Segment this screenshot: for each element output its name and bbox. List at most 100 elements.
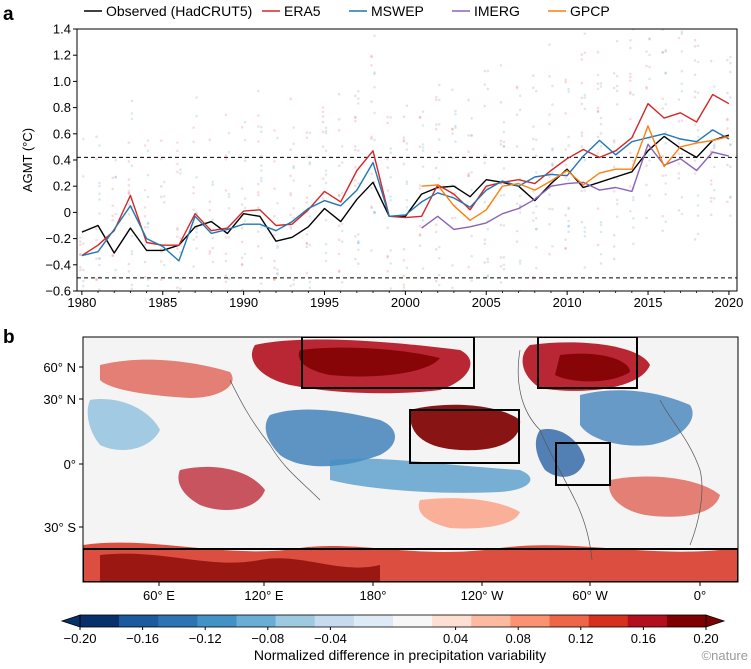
ensemble-point [645,164,648,167]
ensemble-point [467,304,470,307]
ensemble-point [583,96,587,99]
ensemble-point [256,125,260,128]
ensemble-point [470,188,473,192]
ensemble-point [127,203,131,206]
ensemble-point [486,257,490,261]
ensemble-point [228,326,231,329]
ensemble-point [515,240,519,243]
ensemble-point [292,126,295,129]
ensemble-point [386,256,390,259]
ensemble-point [645,183,648,187]
ensemble-point [337,224,341,227]
ensemble-point [256,245,260,248]
ensemble-point [146,149,150,153]
ensemble-point [629,151,632,155]
ensemble-point [289,97,292,101]
ensemble-point [629,185,632,188]
ensemble-point [146,284,150,288]
ensemble-point [680,30,684,34]
ensemble-point [402,139,406,142]
ensemble-point [516,292,519,295]
ensemble-point [276,268,279,271]
ensemble-point [580,53,584,56]
ensemble-point [518,259,522,263]
ensemble-point [406,310,409,313]
ensemble-point [386,166,390,169]
ensemble-point [437,138,441,141]
ensemble-point [664,173,668,177]
ensemble-point [227,150,231,154]
ensemble-point [677,119,681,123]
ensemble-point [354,184,357,188]
ensemble-point [98,192,101,196]
ensemble-point [208,200,212,203]
x-tick-label: 2000 [391,295,420,310]
ensemble-point [308,131,312,135]
legend-entry: GPCP [570,3,610,19]
ensemble-point [709,213,713,217]
ensemble-point [664,182,668,185]
ensemble-point [534,227,538,231]
ensemble-point [467,150,470,154]
ensemble-point [693,172,697,175]
ensemble-point [599,230,603,234]
ensemble-point [162,194,166,198]
ensemble-point [144,303,147,306]
ensemble-point [146,278,150,281]
panel-b-label: b [3,327,15,348]
ensemble-point [79,265,82,269]
ensemble-point [370,186,373,190]
ensemble-point [548,193,551,196]
ensemble-point [712,85,716,88]
ensemble-point [259,282,263,285]
ensemble-point [434,279,438,283]
ensemble-point [324,242,328,246]
ensemble-point [567,230,570,234]
ensemble-point [176,226,179,230]
ensemble-point [131,304,134,307]
ensemble-point [159,278,163,281]
ensemble-point [179,299,182,302]
ensemble-point [680,32,684,36]
ensemble-point [612,141,616,144]
ensemble-point [567,224,570,228]
panel-a-plot-area [77,29,737,291]
ensemble-point [567,178,570,181]
ensemble-point [467,98,470,102]
ensemble-point [661,214,665,218]
ensemble-point [421,124,425,127]
ensemble-point [599,116,603,120]
ensemble-point [341,305,344,308]
ensemble-point [176,247,179,250]
ensemble-point [502,256,506,259]
ensemble-point [227,236,231,239]
ensemble-point [373,210,376,214]
ensemble-point [82,323,85,326]
ensemble-point [386,269,390,273]
colorbar-segment [432,615,472,627]
series-line-mswep [81,129,730,262]
ensemble-point [114,175,118,179]
colorbar-segment [393,615,433,627]
ensemble-point [111,254,115,258]
ensemble-point [486,274,490,277]
ensemble-point [710,9,713,12]
ensemble-point [467,174,470,178]
ensemble-point [111,187,115,191]
ensemble-point [370,137,373,141]
eurasia-positive [100,359,233,398]
ensemble-point [357,240,360,243]
legend-entry: IMERG [474,3,520,19]
latitude-axis: 60° N 30° N 0° 30° S [43,360,83,535]
ensemble-point [179,287,182,290]
ensemble-point [324,126,328,130]
ensemble-point [208,249,212,253]
indian-ocean-negative [87,399,160,450]
ensemble-point [648,24,651,27]
ensemble-point [354,179,357,182]
ensemble-point [340,229,344,233]
ensemble-point [195,227,198,230]
ensemble-point [596,87,600,91]
ensemble-point [551,164,554,168]
ensemble-point [486,260,490,264]
